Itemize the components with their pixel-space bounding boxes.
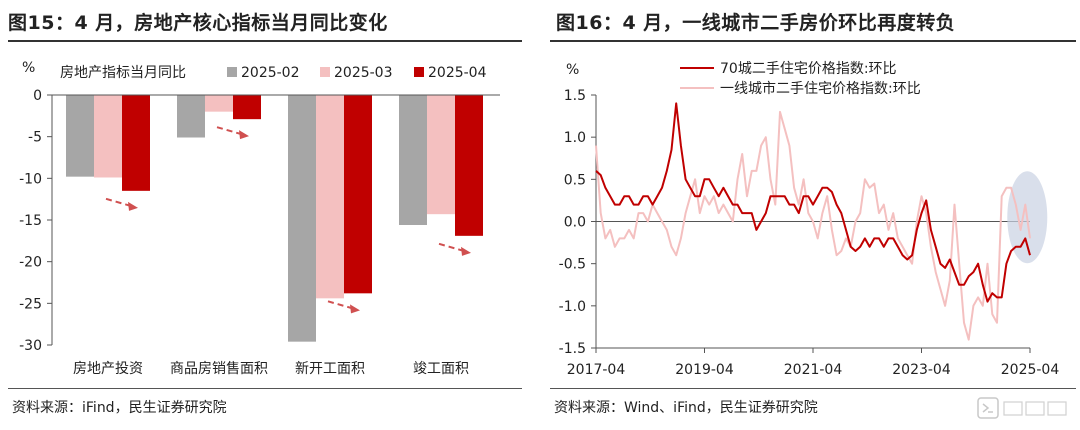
trend-arrow-head: [461, 246, 471, 256]
bar-2025-03: [427, 95, 455, 215]
right-source-note: 资料来源：Wind、iFind，民生证券研究院: [554, 400, 818, 416]
trend-arrow-head: [239, 130, 249, 140]
y-tick-label: 1.0: [564, 130, 586, 146]
y-tick-label: -1.5: [559, 341, 586, 357]
bar-chart: % 0 -5 -10 -15 -20 -25 -30 房地产投资 商品房销售面积 新开工面积 竣工面积…: [19, 60, 500, 377]
y-tick-label: -10: [19, 171, 42, 187]
left-source-rule: [8, 388, 522, 389]
trend-arrow-head: [128, 201, 138, 211]
legend-title: 房地产指标当月同比: [60, 65, 186, 81]
left-title-rule: [8, 40, 522, 42]
x-category-label: 商品房销售面积: [170, 361, 268, 377]
watermark-logo: [977, 397, 1067, 419]
y-tick-label: -30: [19, 338, 42, 354]
x-tick-label: 2023-04: [892, 362, 951, 378]
legend-swatch-2025-03: [320, 67, 330, 77]
y-tick-label: -0.5: [559, 257, 586, 273]
left-chart-title: 图15：4 月，房地产核心指标当月同比变化: [8, 12, 388, 34]
x-tick-label: 2019-04: [675, 362, 734, 378]
legend-label-2025-02: 2025-02: [241, 65, 300, 81]
bar-2025-04: [455, 95, 483, 236]
line-chart: % 1.5 1.0 0.5 0.0 -0.5 -1.0 -1.5 2017-04 2019-04 2…: [559, 61, 1060, 378]
x-tick-label: 2025-04: [1001, 362, 1060, 378]
bar-2025-02: [399, 95, 427, 225]
x-tick-label: 2021-04: [784, 362, 843, 378]
bar-2025-04: [344, 95, 372, 294]
y-tick-label: -25: [19, 296, 42, 312]
y-unit-label: %: [566, 62, 579, 78]
y-tick-label: -15: [19, 213, 42, 229]
y-tick-label: 1.5: [564, 88, 586, 104]
bar-2025-02: [66, 95, 94, 177]
bar-2025-03: [205, 95, 233, 112]
y-tick-label: 0: [33, 88, 42, 104]
x-tick-label: 2017-04: [567, 362, 626, 378]
bar-2025-03: [94, 95, 122, 178]
bar-2025-04: [233, 95, 261, 120]
y-tick-label: 0.0: [564, 215, 586, 231]
left-chart-panel: 图15：4 月，房地产核心指标当月同比变化 % 0 -5 -10 -15 -20 -25 -3…: [0, 0, 528, 426]
x-category-label: 新开工面积: [295, 361, 365, 377]
right-title-rule: [550, 40, 1076, 42]
y-tick-label: -5: [28, 130, 42, 146]
right-chart-panel: 图16：4 月，一线城市二手房价环比再度转负 % 1.5 1.0 0.5 0.0 -0.5…: [548, 0, 1080, 426]
series-line-70城二手住宅价格指数:环比: [595, 102, 1031, 303]
y-tick-label: -1.0: [559, 299, 586, 315]
bar-2025-03: [316, 95, 344, 299]
legend-label-2025-03: 2025-03: [334, 65, 393, 81]
legend-swatch-2025-02: [227, 67, 237, 77]
y-tick-label: -20: [19, 255, 42, 271]
legend-swatch-2025-04: [414, 67, 424, 77]
legend-label-2025-04: 2025-04: [428, 65, 487, 81]
legend-label-一线城市二手住宅价格指数:环比: 一线城市二手住宅价格指数:环比: [720, 80, 921, 97]
trend-arrow-head: [350, 304, 360, 314]
bar-2025-04: [122, 95, 150, 191]
right-chart-title: 图16：4 月，一线城市二手房价环比再度转负: [556, 12, 956, 34]
legend-label-70城二手住宅价格指数:环比: 70城二手住宅价格指数:环比: [720, 61, 897, 77]
series-line-一线城市二手住宅价格指数:环比: [595, 110, 1031, 341]
y-unit-label: %: [22, 60, 35, 76]
x-category-label: 房地产投资: [73, 361, 143, 377]
right-source-rule: [550, 388, 1076, 389]
bar-2025-02: [177, 95, 205, 138]
left-source-note: 资料来源：iFind，民生证券研究院: [12, 400, 227, 416]
bar-2025-02: [288, 95, 316, 342]
y-tick-label: 0.5: [564, 172, 586, 188]
x-category-label: 竣工面积: [413, 361, 469, 377]
